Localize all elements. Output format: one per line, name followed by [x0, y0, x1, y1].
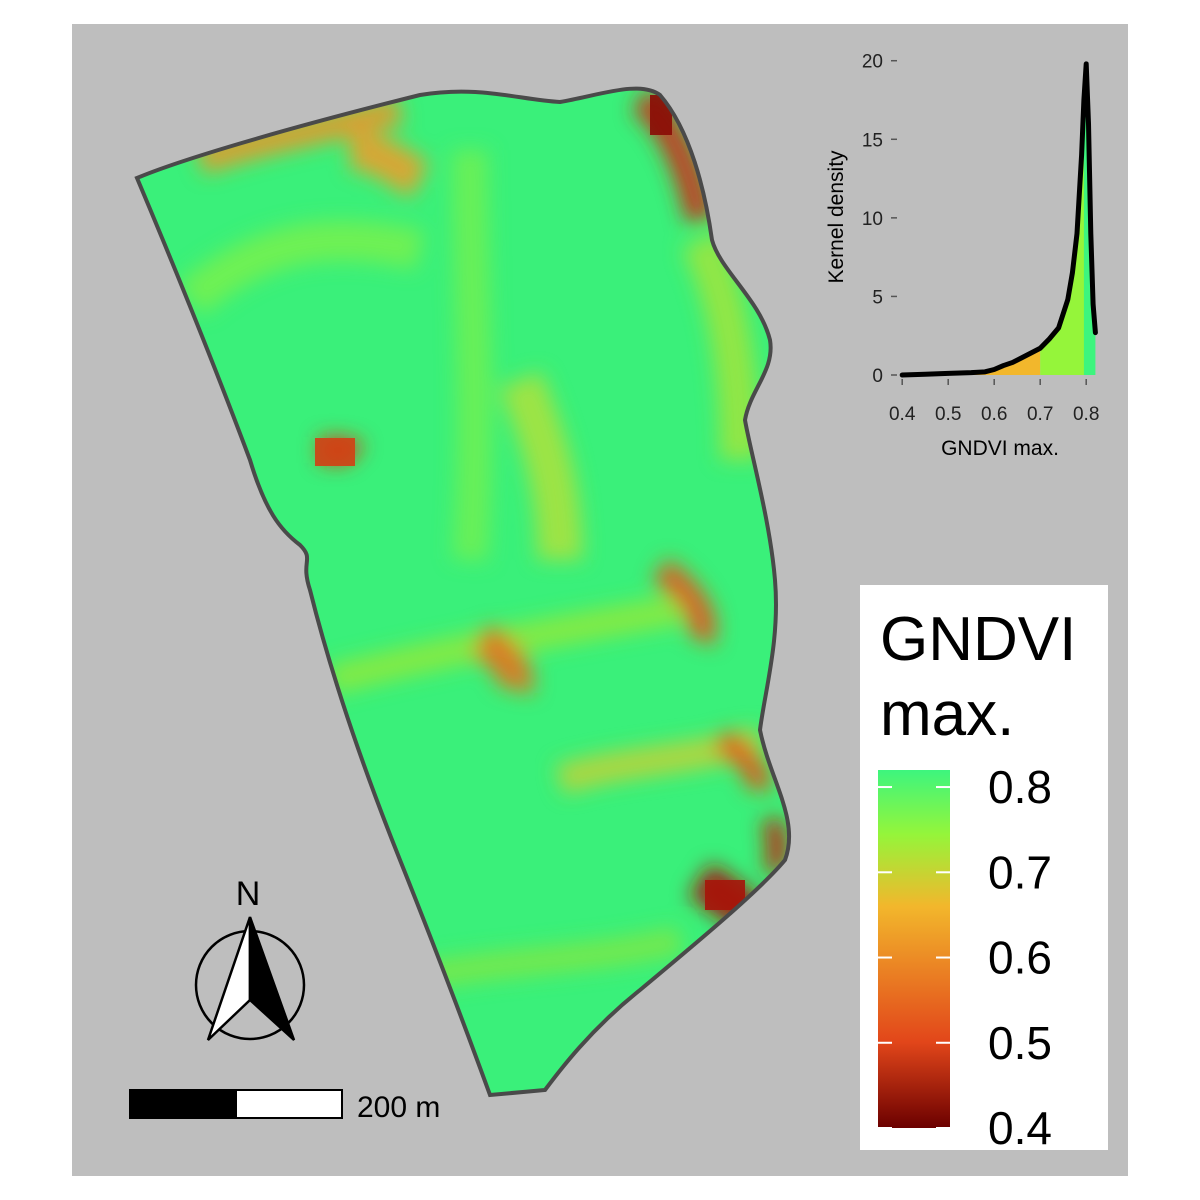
- inset-y-tick-label: 20: [862, 52, 883, 73]
- inset-x-axis: 0.4 0.5 0.6 0.7 0.8: [889, 379, 1099, 425]
- north-arrow: N: [194, 875, 306, 1041]
- inset-x-axis-label: GNDVI max.: [941, 437, 1059, 460]
- north-arrow-right-half: [248, 916, 296, 1041]
- scale-bar-label: 200 m: [357, 1091, 440, 1124]
- inset-x-tick-label: 0.7: [1027, 404, 1053, 425]
- legend: GNDVI max. 0.8 0.7 0.6 0.5 0.4: [860, 585, 1108, 1154]
- hotspot-west: [315, 438, 355, 466]
- density-fill-low: [971, 348, 1041, 375]
- density-inset: 0.4 0.5 0.6 0.7 0.8 0 5 10 15 20 GNDVI max. Kern…: [825, 52, 1099, 460]
- legend-tick-label: 0.5: [988, 1017, 1052, 1069]
- legend-title-line1: GNDVI: [880, 605, 1076, 674]
- scale-bar-dark-segment: [129, 1089, 237, 1119]
- inset-y-tick-label: 10: [862, 209, 883, 230]
- legend-tick-label: 0.6: [988, 932, 1052, 984]
- field-boundary: [134, 86, 792, 1098]
- inset-x-tick-label: 0.8: [1073, 404, 1099, 425]
- inset-y-tick-label: 15: [862, 130, 883, 151]
- legend-tick-label: 0.7: [988, 846, 1052, 898]
- density-line: [899, 61, 1098, 378]
- scale-bar: 200 m: [129, 1089, 440, 1124]
- inset-y-axis-label: Kernel density: [825, 150, 848, 284]
- north-arrow-label: N: [236, 875, 261, 913]
- density-fill-mid: [1040, 63, 1087, 375]
- legend-tick-label: 0.4: [988, 1102, 1052, 1154]
- inset-y-axis: 0 5 10 15 20: [862, 52, 897, 387]
- inset-y-tick-label: 0: [872, 366, 883, 387]
- scale-bar-light-segment: [235, 1089, 343, 1119]
- inset-x-tick-label: 0.5: [935, 404, 961, 425]
- inset-x-tick-label: 0.6: [981, 404, 1007, 425]
- inset-y-tick-label: 5: [872, 287, 883, 308]
- legend-colorbar: [878, 770, 950, 1128]
- legend-ticks: 0.8 0.7 0.6 0.5 0.4: [878, 761, 1052, 1154]
- legend-title-line2: max.: [880, 680, 1014, 749]
- legend-tick-label: 0.8: [988, 761, 1052, 813]
- inset-x-tick-label: 0.4: [889, 404, 916, 425]
